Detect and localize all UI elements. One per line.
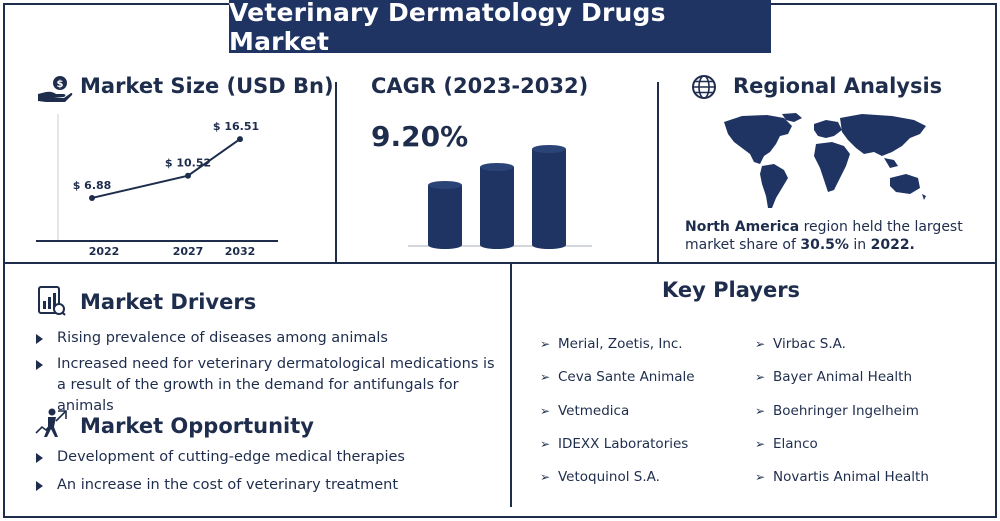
- data-label: $ 10.52: [165, 157, 211, 170]
- market-drivers-list: Rising prevalence of diseases among anim…: [36, 328, 506, 417]
- bar: [480, 163, 514, 249]
- data-point: [185, 172, 191, 179]
- bar: [428, 181, 462, 249]
- data-point: [237, 136, 243, 143]
- divider-middle: [3, 262, 997, 264]
- list-item: Ceva Sante Animale: [540, 367, 695, 400]
- key-players-left-list: Merial, Zoetis, Inc.Ceva Sante AnimaleVe…: [540, 334, 695, 500]
- list-item: Bayer Animal Health: [755, 367, 929, 400]
- list-item: Boehringer Ingelheim: [755, 401, 929, 434]
- report-icon: [38, 286, 66, 316]
- list-item: Elanco: [755, 434, 929, 467]
- list-item: Novartis Animal Health: [755, 467, 929, 500]
- list-item: Development of cutting-edge medical ther…: [36, 447, 506, 468]
- market-drivers-heading: Market Drivers: [80, 290, 257, 314]
- list-item: IDEXX Laboratories: [540, 434, 695, 467]
- list-item: Vetmedica: [540, 401, 695, 434]
- list-item: Increased need for veterinary dermatolog…: [36, 354, 506, 417]
- cagr-heading: CAGR (2023-2032): [371, 74, 589, 98]
- key-players-heading: Key Players: [662, 278, 801, 302]
- list-item: An increase in the cost of veterinary tr…: [36, 475, 506, 496]
- globe-icon: [692, 75, 716, 99]
- regional-heading: Regional Analysis: [733, 74, 943, 98]
- data-label: $ 16.51: [213, 120, 259, 133]
- cagr-value: 9.20%: [371, 120, 469, 153]
- regional-summary: North America region held the largest ma…: [685, 219, 963, 253]
- svg-text:$: $: [57, 79, 64, 90]
- market-opportunity-heading: Market Opportunity: [80, 414, 314, 438]
- page-title: Veterinary Dermatology Drugs Market: [229, 0, 771, 56]
- world-map-icon: [724, 113, 926, 208]
- market-opportunity-list: Development of cutting-edge medical ther…: [36, 447, 506, 496]
- data-point: [89, 194, 95, 201]
- data-label: $ 6.88: [73, 179, 112, 192]
- divider-bottom: [510, 262, 512, 507]
- x-tick-label: 2032: [225, 245, 256, 258]
- list-item: Vetoquinol S.A.: [540, 467, 695, 500]
- market-size-line-chart: $ 6.88 2022 $ 10.52 2027 $ 16.51 2032: [36, 114, 278, 258]
- growth-person-icon: [35, 408, 67, 437]
- x-tick-label: 2022: [89, 245, 120, 258]
- list-item: Merial, Zoetis, Inc.: [540, 334, 695, 367]
- list-item: Virbac S.A.: [755, 334, 929, 367]
- x-tick-label: 2027: [173, 245, 204, 258]
- divider-top-2: [657, 82, 659, 262]
- key-players-right-list: Virbac S.A.Bayer Animal HealthBoehringer…: [755, 334, 929, 500]
- market-size-heading: Market Size (USD Bn): [80, 74, 334, 98]
- bar: [532, 145, 566, 249]
- list-item: Rising prevalence of diseases among anim…: [36, 328, 506, 349]
- divider-top-1: [335, 82, 337, 262]
- money-hand-icon: $: [38, 76, 73, 102]
- cagr-bar-chart: [408, 145, 592, 249]
